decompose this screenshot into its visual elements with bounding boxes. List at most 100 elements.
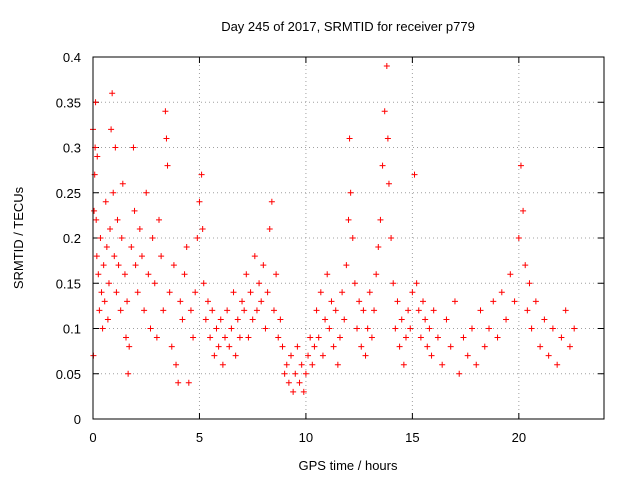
data-point <box>351 280 358 287</box>
data-point <box>153 334 160 341</box>
data-point <box>251 253 258 260</box>
data-point <box>249 316 256 323</box>
data-point <box>443 316 450 323</box>
y-tick-label: 0.05 <box>56 367 81 382</box>
data-point <box>515 235 522 241</box>
data-point <box>260 262 267 269</box>
data-point <box>383 63 390 70</box>
data-point <box>313 307 320 314</box>
data-point <box>396 343 403 350</box>
data-point <box>422 316 429 323</box>
data-point <box>460 334 467 341</box>
data-point <box>541 316 548 323</box>
data-point <box>279 343 286 350</box>
data-point <box>413 280 420 287</box>
data-point <box>101 298 108 305</box>
data-point <box>187 307 194 314</box>
data-point <box>181 271 188 278</box>
data-point <box>322 316 329 323</box>
data-point <box>281 370 288 377</box>
data-point <box>175 379 182 386</box>
data-point <box>554 361 561 368</box>
data-point <box>239 298 246 305</box>
data-point <box>96 307 103 314</box>
data-point <box>211 352 218 359</box>
x-tick-label: 20 <box>512 430 526 445</box>
data-point <box>262 325 269 332</box>
data-point <box>300 388 307 395</box>
data-point <box>168 343 175 350</box>
data-point <box>102 198 109 205</box>
data-point <box>224 307 231 314</box>
data-point <box>528 325 535 332</box>
data-point <box>105 280 112 287</box>
data-point <box>434 334 441 341</box>
data-point <box>236 334 243 341</box>
data-point <box>494 334 501 341</box>
data-point <box>192 289 199 296</box>
data-point <box>166 289 173 296</box>
data-point <box>112 144 119 151</box>
data-point <box>128 244 135 251</box>
data-point <box>130 144 137 151</box>
data-point <box>373 271 380 278</box>
data-point <box>93 216 100 223</box>
y-tick-label: 0.2 <box>63 231 81 246</box>
data-point <box>354 325 361 332</box>
data-point <box>190 334 197 341</box>
data-point <box>177 298 184 305</box>
data-point <box>426 325 433 332</box>
data-point <box>390 280 397 287</box>
data-point <box>114 216 121 223</box>
data-point <box>164 162 171 169</box>
data-point <box>99 325 106 332</box>
data-point <box>110 189 117 196</box>
data-point <box>107 225 114 232</box>
data-point <box>424 343 431 350</box>
data-point <box>104 316 111 323</box>
y-tick-label: 0.25 <box>56 186 81 201</box>
data-point <box>411 171 418 178</box>
data-point <box>136 225 143 232</box>
data-point <box>302 370 309 377</box>
data-point <box>213 325 220 332</box>
data-point <box>398 316 405 323</box>
data-point <box>315 334 322 341</box>
plot-frame <box>92 56 605 420</box>
data-point <box>349 235 356 241</box>
data-point <box>326 325 333 332</box>
data-point <box>364 325 371 332</box>
data-points <box>90 63 578 395</box>
data-point <box>379 162 386 169</box>
data-point <box>298 361 305 368</box>
data-point <box>428 352 435 359</box>
data-point <box>131 207 138 214</box>
data-point <box>347 189 354 196</box>
data-point <box>162 108 169 115</box>
data-point <box>473 361 480 368</box>
data-point <box>407 325 414 332</box>
data-point <box>520 207 527 214</box>
y-axis-label: SRMTID / TECUs <box>11 186 26 289</box>
data-point <box>328 298 335 305</box>
data-point <box>118 235 125 241</box>
data-point <box>273 271 280 278</box>
data-point <box>222 334 229 341</box>
data-point <box>309 361 316 368</box>
data-point <box>219 361 226 368</box>
data-point <box>464 352 471 359</box>
data-point <box>202 316 209 323</box>
data-point <box>324 271 331 278</box>
data-point <box>537 343 544 350</box>
data-point <box>170 262 177 269</box>
data-point <box>468 325 475 332</box>
axis-ticks: 0 0.05 0.1 0.15 0.2 0.25 0.3 0.35 0.4 0 5 10 15 20 <box>56 50 604 445</box>
data-point <box>119 180 126 187</box>
data-point <box>121 271 128 278</box>
data-point <box>358 343 365 350</box>
data-point <box>138 253 145 260</box>
data-point <box>245 334 252 341</box>
data-point <box>183 244 190 251</box>
data-point <box>256 280 263 287</box>
